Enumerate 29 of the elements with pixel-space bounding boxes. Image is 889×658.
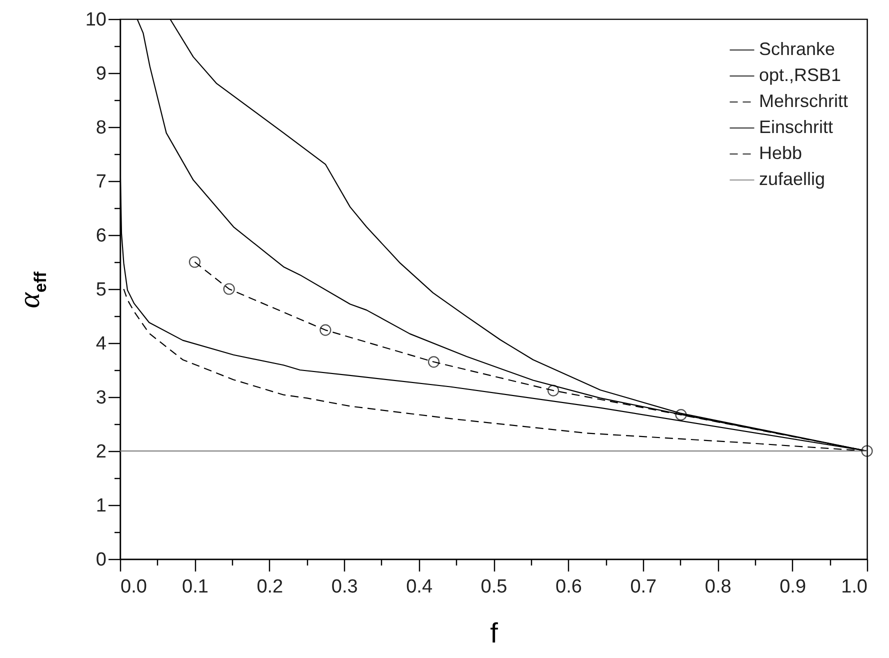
y-tick-label: 2 xyxy=(96,442,106,462)
x-tick-label: 0.9 xyxy=(780,576,806,598)
x-tick-label: 0.5 xyxy=(480,576,508,598)
y-tick-label: 3 xyxy=(96,388,106,408)
x-tick-label: 0.1 xyxy=(182,576,208,598)
x-tick-label: 0.0 xyxy=(120,576,147,598)
x-tick-label: 0.8 xyxy=(704,576,732,598)
legend-label: Einschritt xyxy=(759,117,834,137)
x-axis-title: f xyxy=(490,618,498,648)
x-tick-label: 0.7 xyxy=(630,576,657,598)
y-tick-label: 9 xyxy=(96,64,106,84)
legend-label: opt.,RSB1 xyxy=(759,65,842,85)
y-tick-label: 1 xyxy=(96,496,106,516)
y-tick-label: 8 xyxy=(96,118,106,138)
x-tick-label: 0.2 xyxy=(256,576,284,598)
legend-label: zufaellig xyxy=(759,169,826,189)
legend-label: Schranke xyxy=(759,39,836,59)
y-tick-label: 10 xyxy=(85,10,106,30)
x-tick-label: 0.3 xyxy=(331,576,358,598)
y-tick-label: 5 xyxy=(96,280,106,300)
legend-label: Mehrschritt xyxy=(759,91,848,111)
y-tick-label: 7 xyxy=(96,172,106,192)
x-tick-label: 0.4 xyxy=(406,576,433,598)
y-tick-label: 6 xyxy=(96,226,106,246)
y-tick-label: 4 xyxy=(96,334,107,354)
x-tick-label: 1.0 xyxy=(841,576,868,598)
x-tick-label: 0.6 xyxy=(555,576,582,598)
legend-label: Hebb xyxy=(759,143,802,163)
y-tick-label: 0 xyxy=(96,550,106,570)
